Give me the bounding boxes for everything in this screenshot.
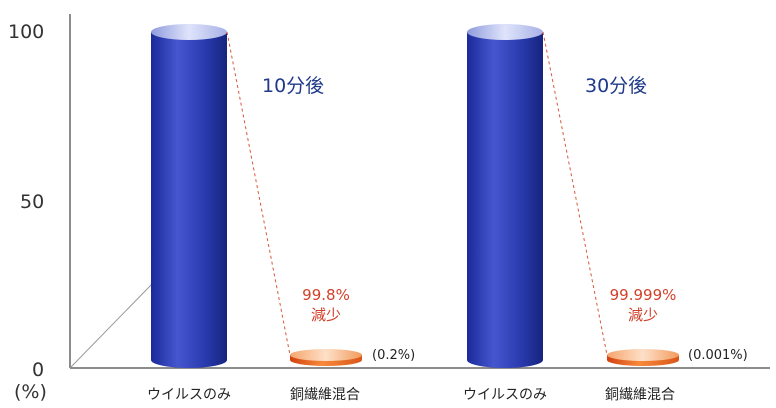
y-axis-unit: (%) — [14, 381, 47, 403]
value-label-copper-30min: (0.001%) — [688, 348, 748, 363]
group-title-30min: 30分後 — [585, 75, 647, 97]
bar-virus-only-10min-top — [151, 24, 227, 40]
bar-virus-only-30min — [467, 32, 543, 368]
y-tick-label-0: 0 — [32, 359, 44, 381]
dashed-guide-30min — [542, 31, 608, 356]
group-30min: 30分後 99.999% 減少 (0.001%) ウイルスのみ 銅繊維混合 — [463, 24, 748, 403]
reduction-value-10min: 99.8% — [302, 286, 350, 304]
perspective-line — [69, 283, 153, 369]
reduction-label-30min: 減少 — [628, 306, 658, 324]
dashed-guide-10min — [226, 31, 291, 356]
reduction-label-10min: 減少 — [311, 306, 341, 324]
category-label-virus-only-30min: ウイルスのみ — [463, 387, 547, 403]
y-tick-label-100: 100 — [8, 21, 44, 43]
category-label-virus-only-10min: ウイルスのみ — [147, 387, 231, 403]
bar-virus-only-30min-top — [467, 24, 543, 40]
bar-virus-only-10min — [151, 32, 227, 368]
reduction-value-30min: 99.999% — [610, 286, 677, 304]
bar-copper-10min-top — [290, 349, 362, 361]
category-label-copper-30min: 銅繊維混合 — [605, 387, 675, 403]
category-label-copper-10min: 銅繊維混合 — [290, 387, 360, 403]
y-tick-label-50: 50 — [20, 191, 44, 213]
value-label-copper-10min: (0.2%) — [372, 348, 415, 363]
group-10min: 10分後 99.8% 減少 (0.2%) ウイルスのみ 銅繊維混合 — [147, 24, 415, 403]
group-title-10min: 10分後 — [262, 75, 324, 97]
bar-copper-30min-top — [607, 349, 679, 361]
